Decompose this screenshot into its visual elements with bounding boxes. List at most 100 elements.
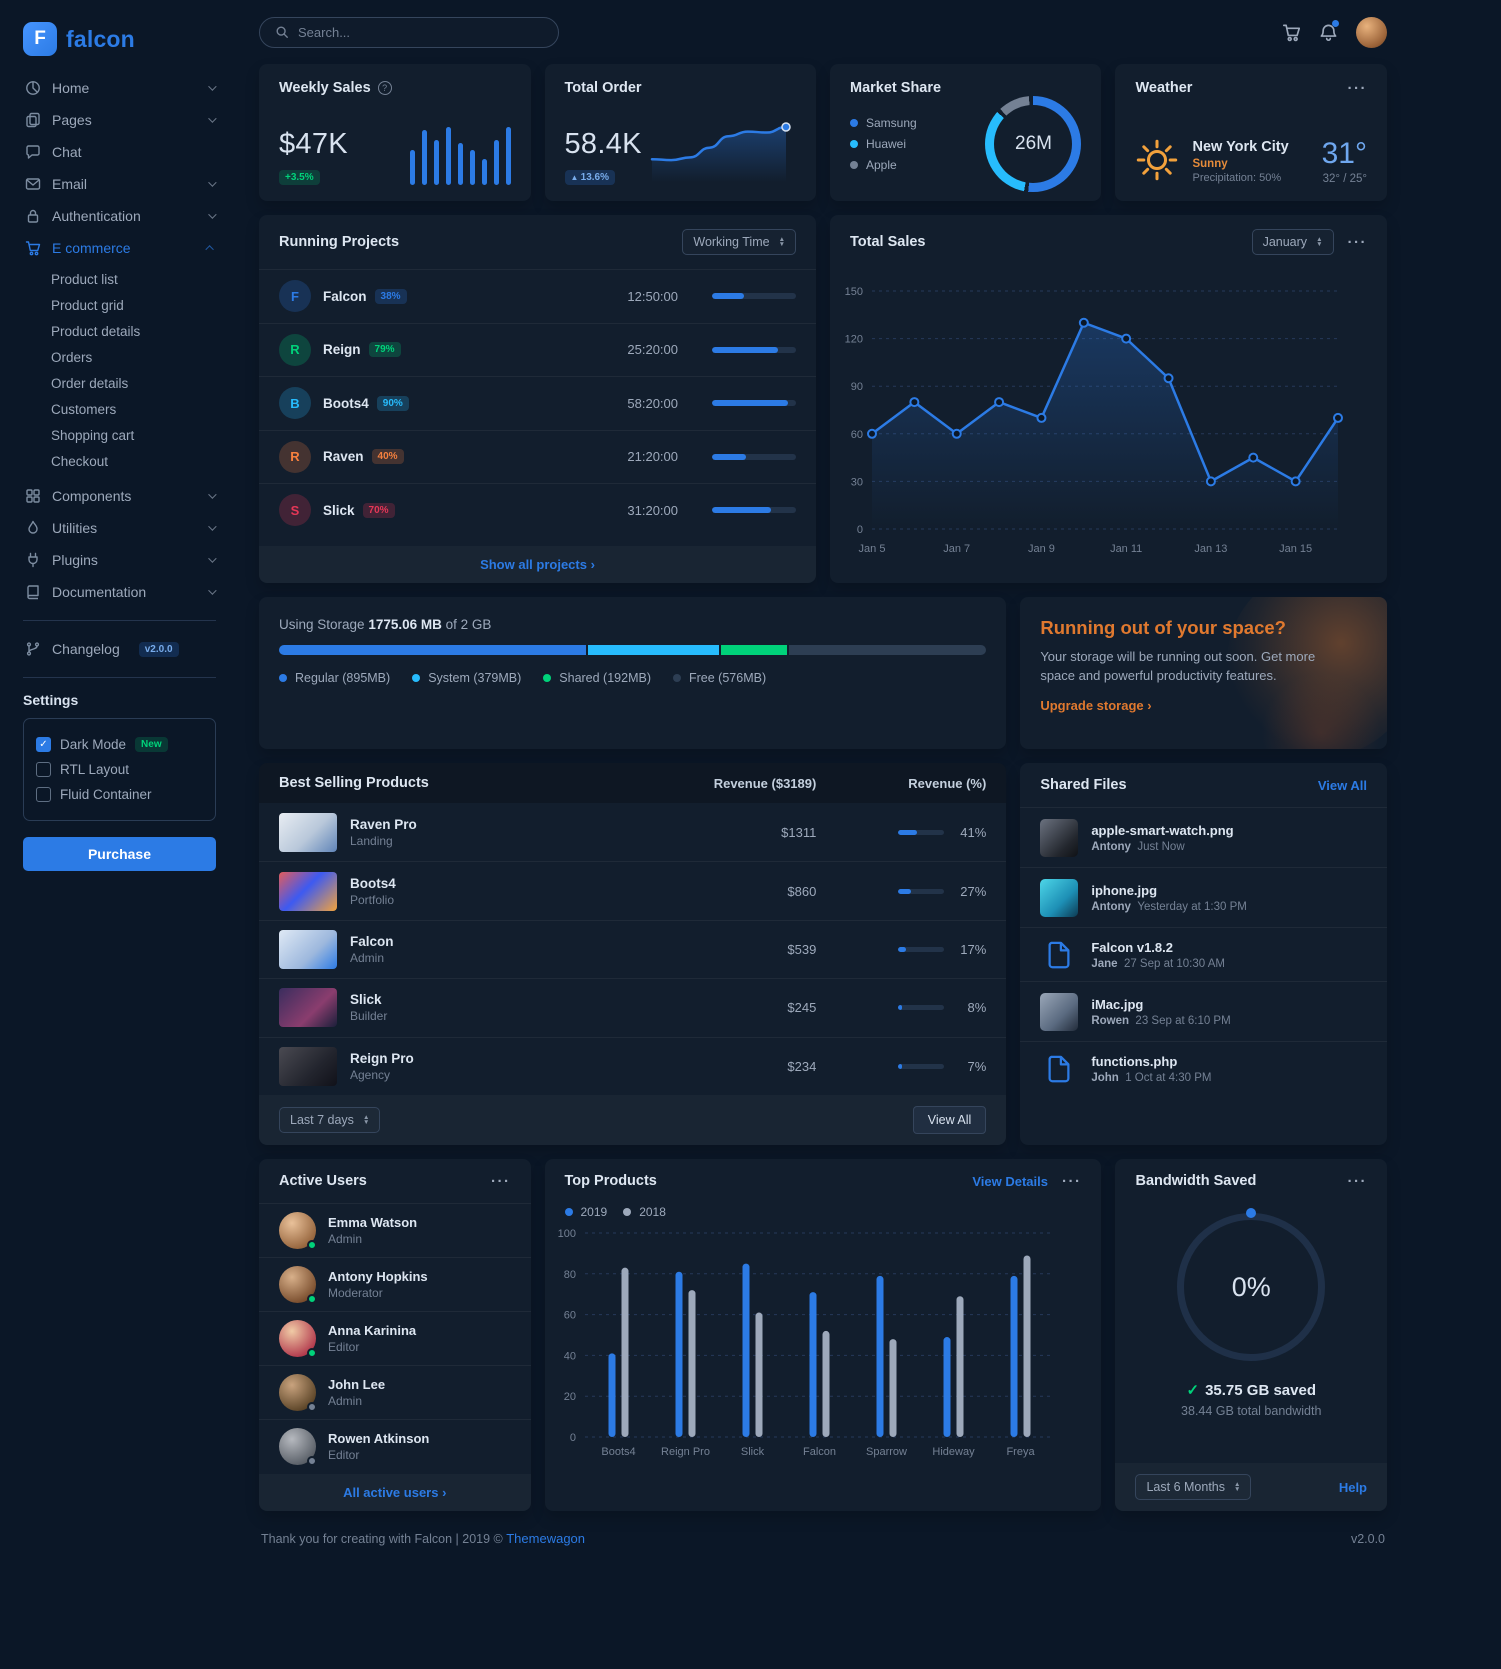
project-name[interactable]: Slick — [323, 502, 355, 518]
product-revenue: $245 — [787, 1000, 817, 1016]
rtl-layout-checkbox[interactable] — [36, 762, 51, 777]
notifications-bell-icon[interactable] — [1319, 19, 1339, 42]
all-active-users-link[interactable]: All active users — [279, 1485, 511, 1500]
storage-label: Using Storage — [279, 617, 365, 632]
table-row[interactable]: Falcon Admin $539 17% — [259, 919, 1007, 978]
user-name[interactable]: Anna Karinina — [328, 1323, 417, 1338]
product-name[interactable]: Reign Pro — [350, 1050, 414, 1066]
sidebar-subitem-order-details[interactable]: Order details — [51, 375, 129, 391]
sidebar-subitem-checkout[interactable]: Checkout — [51, 453, 109, 469]
sidebar-item-utilities[interactable]: Utilities — [23, 512, 217, 544]
sidebar-subitem-orders[interactable]: Orders — [51, 349, 93, 365]
file-name[interactable]: iphone.jpg — [1091, 882, 1158, 898]
file-name[interactable]: Falcon v1.8.2 — [1091, 939, 1173, 955]
help-link[interactable]: Help — [1338, 1479, 1367, 1495]
month-select[interactable]: January — [1251, 229, 1334, 255]
file-item[interactable]: iphone.jpg Antony Yesterday at 1:30 PM — [1020, 867, 1387, 927]
project-name[interactable]: Falcon — [323, 288, 367, 304]
user-name[interactable]: John Lee — [328, 1377, 386, 1392]
user-avatar[interactable] — [1356, 16, 1387, 48]
user-name[interactable]: Rowen Atkinson — [328, 1431, 430, 1446]
sidebar-subitem-product-grid[interactable]: Product grid — [51, 297, 124, 313]
card-menu-icon[interactable] — [1062, 1174, 1082, 1189]
fluid-container-option[interactable]: Fluid Container — [36, 782, 203, 807]
fluid-container-checkbox[interactable] — [36, 787, 51, 802]
view-all-button[interactable]: View All — [912, 1106, 987, 1135]
sidebar-subitem-product-list[interactable]: Product list — [51, 271, 118, 287]
card-menu-icon[interactable] — [1348, 235, 1368, 250]
sidebar-subitem-customers[interactable]: Customers — [51, 401, 117, 417]
info-icon[interactable]: ? — [377, 81, 392, 95]
user-name[interactable]: Antony Hopkins — [328, 1269, 428, 1284]
project-row[interactable]: S Slick 70% 31:20:00 — [259, 483, 816, 537]
cart-icon[interactable] — [1282, 23, 1301, 42]
sidebar-subitem-product-details[interactable]: Product details — [51, 323, 141, 339]
project-row[interactable]: B Boots4 90% 58:20:00 — [259, 376, 816, 430]
card-menu-icon[interactable] — [1348, 81, 1368, 96]
file-item[interactable]: Falcon v1.8.2 Jane 27 Sep at 10:30 AM — [1020, 927, 1387, 981]
weekly-sales-badge: +3.5% — [279, 170, 320, 185]
user-item[interactable]: Antony Hopkins Moderator — [259, 1257, 531, 1311]
upgrade-storage-link[interactable]: Upgrade storage — [1040, 698, 1151, 713]
search-box[interactable] — [259, 16, 559, 48]
sidebar-item-email[interactable]: Email — [23, 168, 217, 200]
product-name[interactable]: Slick — [350, 992, 382, 1008]
project-name[interactable]: Boots4 — [323, 395, 369, 411]
sidebar-item-chat[interactable]: Chat — [23, 136, 216, 168]
sidebar-item-ecommerce[interactable]: E commerce — [23, 232, 216, 264]
table-row[interactable]: Raven Pro Landing $1311 41% — [259, 803, 1006, 861]
project-name[interactable]: Raven — [323, 449, 364, 465]
product-name[interactable]: Boots4 — [350, 875, 396, 891]
file-item[interactable]: apple-smart-watch.png Antony Just Now — [1020, 807, 1387, 867]
project-name[interactable]: Reign — [323, 342, 361, 358]
dark-mode-checkbox[interactable] — [36, 737, 51, 752]
file-name[interactable]: apple-smart-watch.png — [1091, 822, 1234, 838]
card-menu-icon[interactable] — [491, 1174, 511, 1189]
sidebar-item-changelog[interactable]: Changelog v2.0.0 — [23, 633, 216, 665]
sidebar-item-components[interactable]: Components — [23, 480, 217, 512]
file-item[interactable]: iMac.jpg Rowen 23 Sep at 6:10 PM — [1020, 981, 1387, 1041]
view-all-link[interactable]: View All — [1317, 777, 1367, 793]
product-revenue: $860 — [787, 883, 817, 899]
rtl-layout-option[interactable]: RTL Layout — [36, 757, 203, 782]
user-name[interactable]: Emma Watson — [328, 1215, 418, 1230]
project-avatar: F — [279, 280, 311, 313]
view-details-link[interactable]: View Details — [972, 1173, 1048, 1189]
table-row[interactable]: Reign Pro Agency $234 7% — [259, 1036, 1007, 1095]
sidebar-item-label: Authentication — [52, 208, 141, 224]
file-item[interactable]: functions.php John 1 Oct at 4:30 PM — [1020, 1041, 1387, 1095]
table-row[interactable]: Slick Builder $245 8% — [259, 978, 1007, 1036]
date-range-select[interactable]: Last 7 days — [279, 1107, 381, 1134]
brand-logo[interactable]: F falcon — [23, 10, 216, 68]
revenue-progressbar — [898, 1063, 945, 1069]
project-row[interactable]: F Falcon 38% 12:50:00 — [259, 269, 816, 323]
project-row[interactable]: R Reign 79% 25:20:00 — [259, 322, 816, 377]
themewagon-link[interactable]: Themewagon — [506, 1531, 586, 1546]
user-item[interactable]: John Lee Admin — [259, 1365, 531, 1419]
purchase-button[interactable]: Purchase — [23, 837, 216, 871]
show-all-projects-link[interactable]: Show all projects — [279, 557, 796, 572]
file-name[interactable]: functions.php — [1091, 1053, 1178, 1069]
table-row[interactable]: Boots4 Portfolio $860 27% — [259, 861, 1007, 919]
sidebar-item-pages[interactable]: Pages — [23, 104, 217, 136]
card-menu-icon[interactable] — [1348, 1174, 1368, 1189]
period-select[interactable]: Last 6 Months — [1135, 1474, 1252, 1500]
dark-mode-option[interactable]: Dark Mode New — [36, 732, 203, 757]
market-share-value: 26M — [1015, 133, 1052, 154]
svg-text:30: 30 — [851, 476, 863, 488]
sidebar-item-plugins[interactable]: Plugins — [23, 544, 217, 576]
search-input[interactable] — [298, 24, 543, 40]
user-item[interactable]: Anna Karinina Editor — [259, 1311, 531, 1365]
product-name[interactable]: Raven Pro — [350, 816, 417, 832]
sidebar-subitem-shopping-cart[interactable]: Shopping cart — [51, 427, 135, 443]
sidebar-item-documentation[interactable]: Documentation — [23, 576, 217, 608]
user-item[interactable]: Emma Watson Admin — [259, 1203, 531, 1257]
svg-text:Falcon: Falcon — [802, 1446, 835, 1458]
user-item[interactable]: Rowen Atkinson Editor — [259, 1419, 531, 1473]
sidebar-item-home[interactable]: Home — [23, 72, 217, 104]
project-row[interactable]: R Raven 40% 21:20:00 — [259, 429, 816, 484]
file-name[interactable]: iMac.jpg — [1091, 996, 1144, 1012]
working-time-select[interactable]: Working Time — [682, 229, 796, 255]
product-name[interactable]: Falcon — [350, 934, 394, 949]
sidebar-item-authentication[interactable]: Authentication — [23, 200, 217, 232]
